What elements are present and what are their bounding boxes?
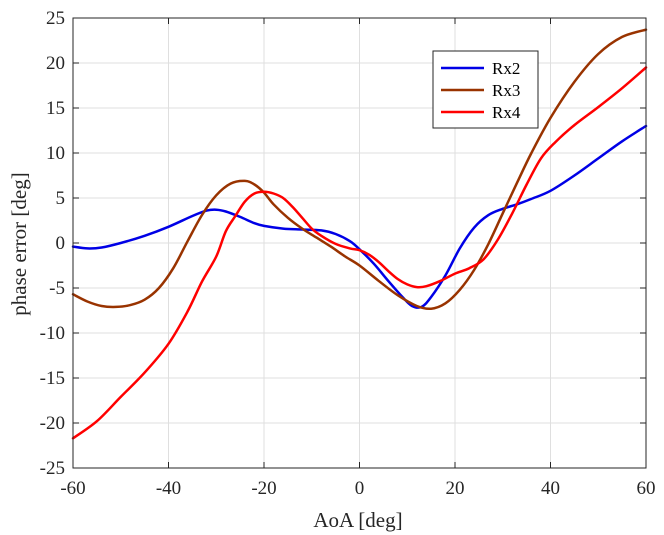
series-lines: [71, 28, 648, 440]
y-tick-label: -5: [49, 278, 65, 299]
y-tick-label: 25: [46, 8, 65, 29]
legend-label-rx4: Rx4: [492, 103, 521, 122]
y-tick-label: -10: [40, 323, 65, 344]
series-line-rx3: [71, 28, 648, 311]
series-line-rx4: [71, 66, 648, 440]
y-tick-label: -25: [40, 458, 65, 479]
axis-ticks: [72, 17, 647, 469]
legend-label-rx2: Rx2: [492, 59, 520, 78]
x-axis-label: AoA [deg]: [313, 508, 402, 532]
x-tick-label: 40: [541, 478, 560, 499]
x-tick-label: 0: [355, 478, 365, 499]
y-tick-label: -15: [40, 368, 65, 389]
y-tick-label: 20: [46, 53, 65, 74]
y-tick-label: -20: [40, 413, 65, 434]
tick-labels: -60 -40 -20 0 20 40 60 -25 -20 -15 -10 -5 0 5 10 15 20 25: [40, 8, 656, 499]
x-tick-label: -40: [156, 478, 181, 499]
x-tick-label: 60: [637, 478, 656, 499]
x-tick-label: 20: [446, 478, 465, 499]
grid-lines: [72, 17, 647, 469]
y-axis-label: phase error [deg]: [7, 172, 31, 315]
legend-label-rx3: Rx3: [492, 81, 520, 100]
x-tick-label: -60: [60, 478, 85, 499]
y-tick-label: 5: [56, 188, 66, 209]
y-tick-label: 15: [46, 98, 65, 119]
legend: Rx2 Rx3 Rx4: [432, 50, 539, 129]
y-tick-label: 10: [46, 143, 65, 164]
x-tick-label: -20: [251, 478, 276, 499]
y-tick-label: 0: [56, 233, 66, 254]
